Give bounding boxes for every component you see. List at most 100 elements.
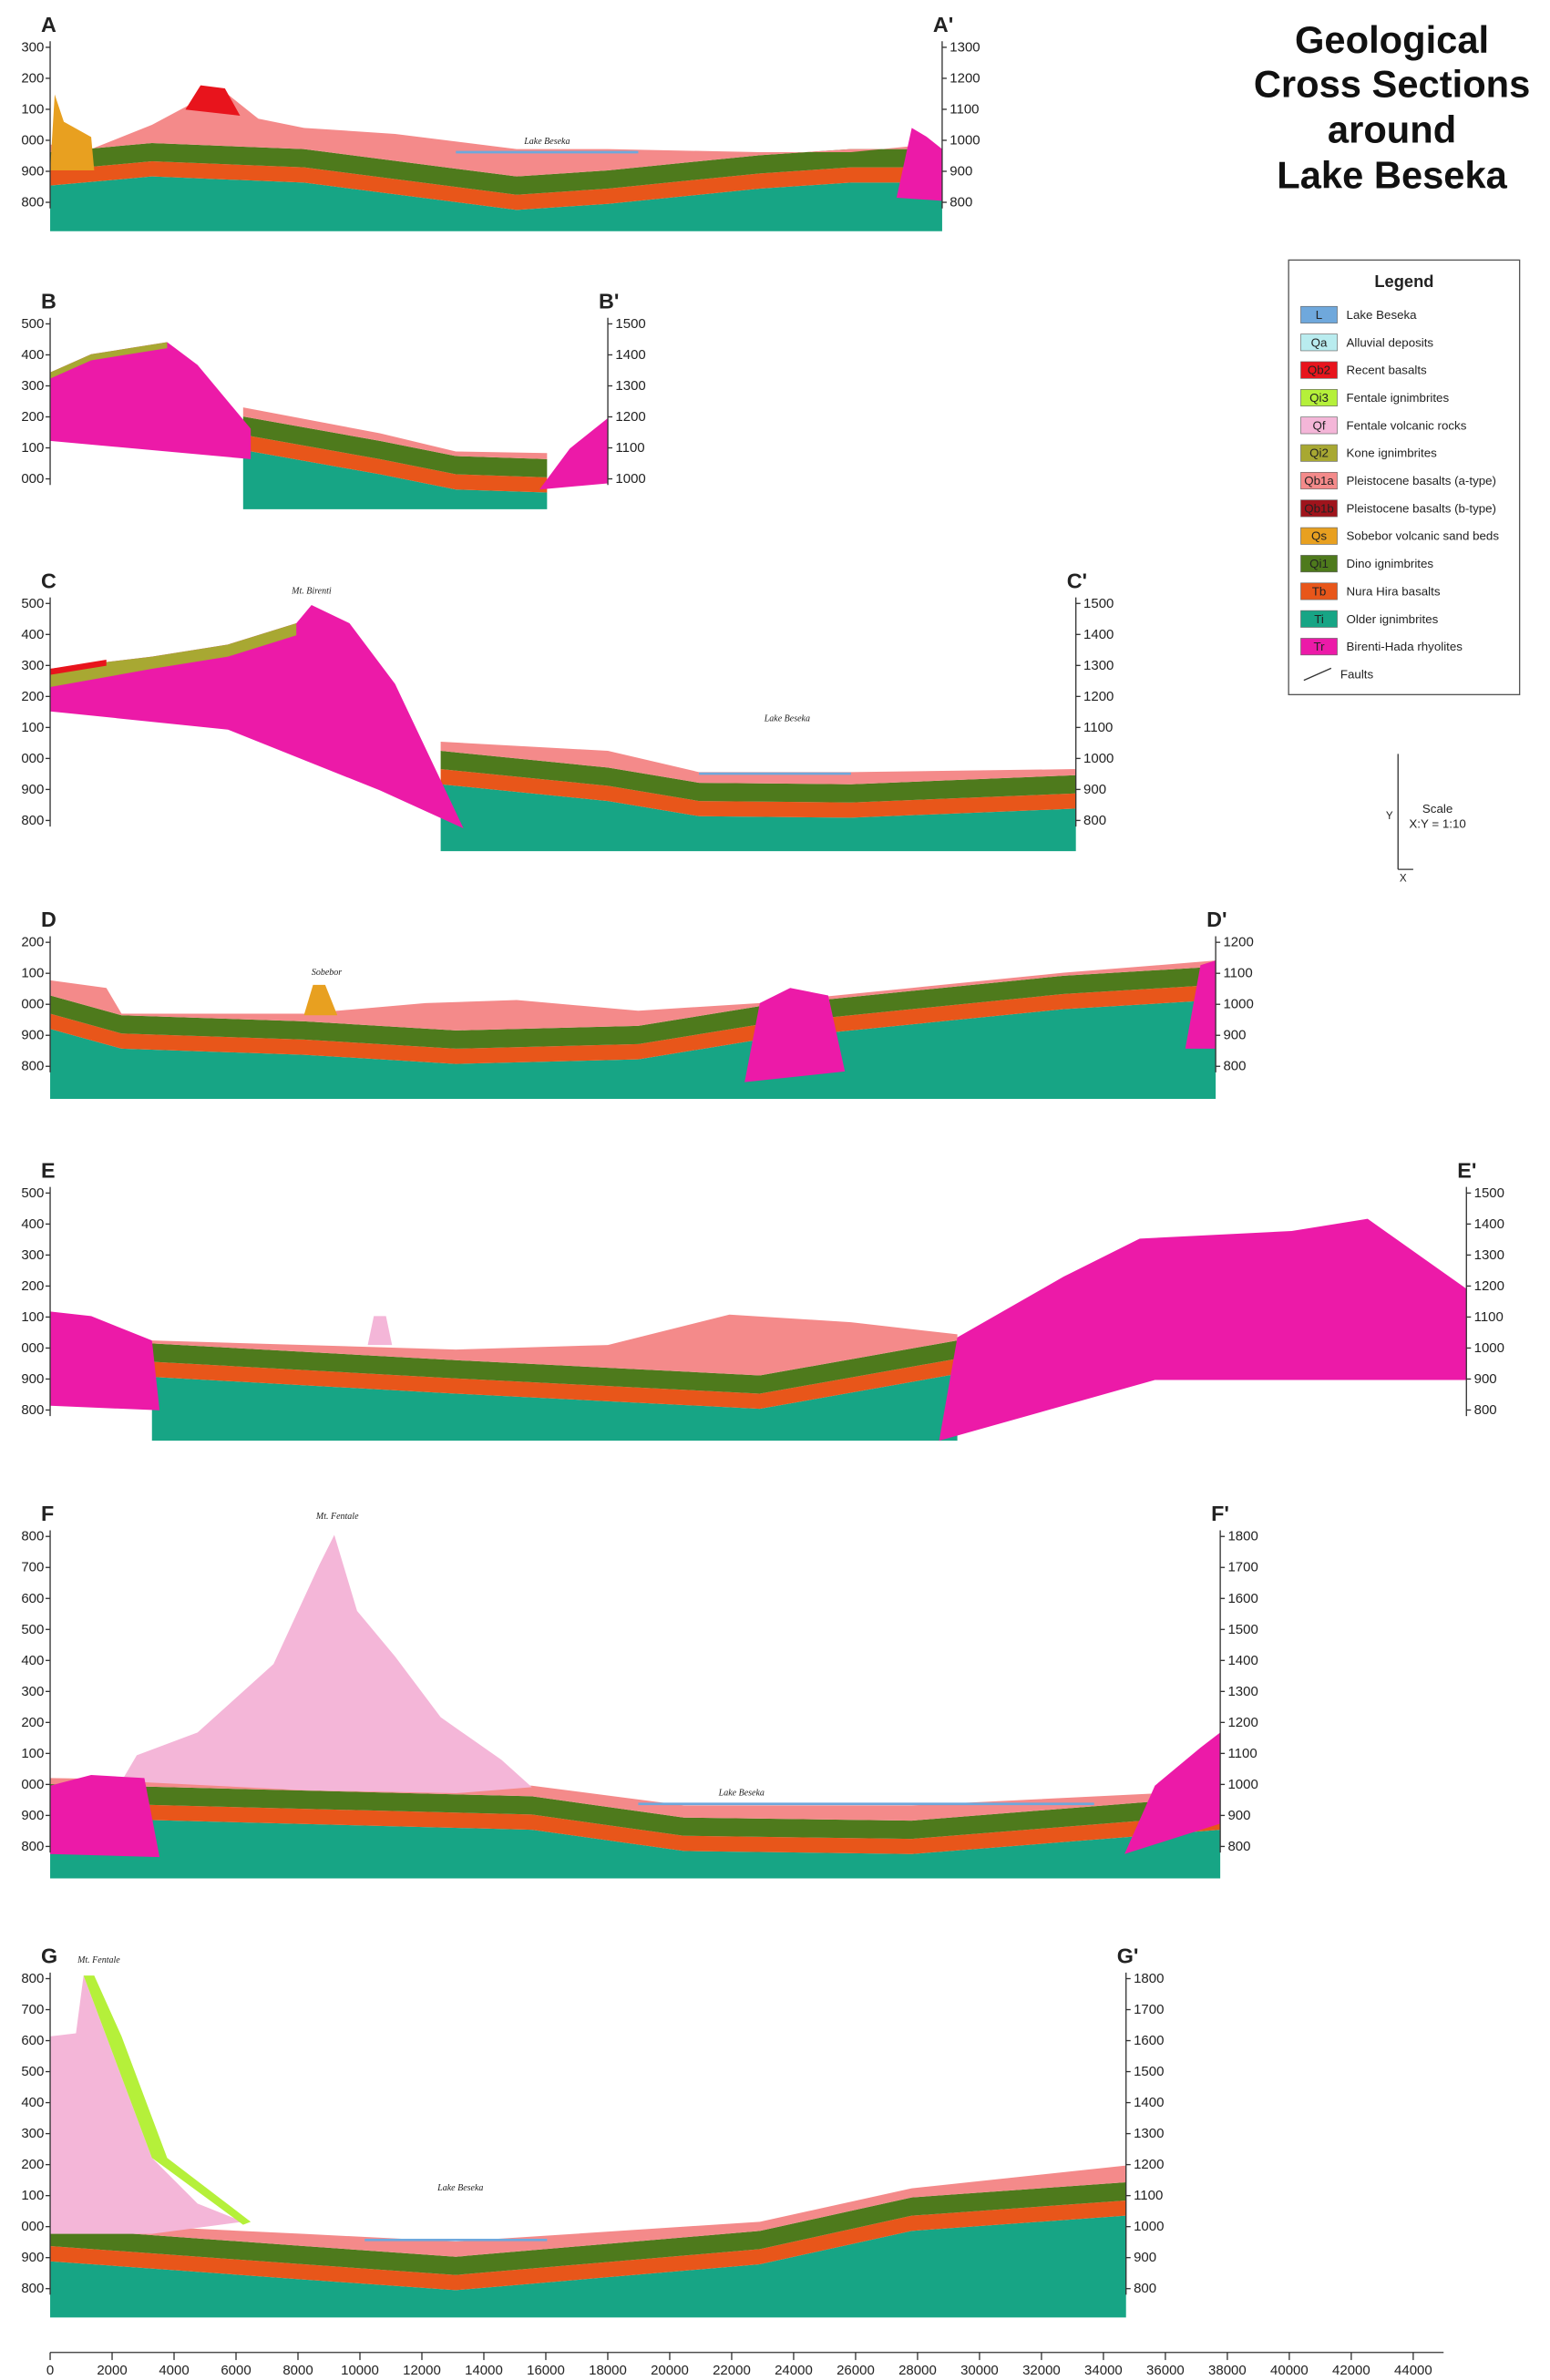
section-start: D	[41, 908, 56, 931]
left-tick-label: 800	[21, 2281, 44, 2296]
unit-Qs	[304, 985, 338, 1015]
left-tick-label: 100	[21, 1746, 44, 1761]
x-tick-label: 32000	[1022, 2363, 1061, 2378]
x-tick-label: 28000	[898, 2363, 937, 2378]
left-tick-label: 900	[21, 1371, 44, 1387]
right-tick-label: 1400	[1227, 1653, 1257, 1668]
left-tick-label: 400	[21, 627, 44, 642]
left-tick-label: 800	[21, 1971, 44, 1986]
right-tick-label: 1400	[1134, 2095, 1164, 2110]
x-tick-label: 34000	[1084, 2363, 1123, 2378]
left-tick-label: 400	[21, 2095, 44, 2110]
left-tick-label: 000	[21, 1777, 44, 1792]
section-end: B'	[599, 289, 619, 313]
right-tick-label: 800	[1227, 1839, 1250, 1854]
unit-Tr	[50, 1311, 159, 1410]
left-tick-label: 100	[21, 1309, 44, 1325]
right-tick-label: 1800	[1134, 1971, 1164, 1986]
legend-label: Fentale volcanic rocks	[1347, 418, 1467, 432]
legend-code: Qb1b	[1304, 501, 1334, 515]
right-tick-label: 1400	[1474, 1216, 1504, 1232]
left-tick-label: 100	[21, 720, 44, 735]
legend-code: Qf	[1312, 418, 1325, 432]
right-tick-label: 1000	[1227, 1777, 1257, 1792]
left-tick-label: 100	[21, 2188, 44, 2203]
left-tick-label: 000	[21, 471, 44, 487]
legend-label: Kone ignimbrites	[1347, 446, 1438, 460]
right-tick-label: 800	[1134, 2281, 1156, 2296]
left-tick-label: 500	[21, 596, 44, 611]
right-tick-label: 1000	[615, 471, 645, 487]
annotation: Sobebor	[312, 968, 342, 978]
scale-y: Y	[1386, 810, 1393, 822]
cross-section: 8007006005004003002001000009008001800170…	[21, 1944, 1164, 2317]
section-end: E'	[1457, 1158, 1476, 1182]
x-tick-label: 16000	[527, 2363, 565, 2378]
x-tick-label: 36000	[1146, 2363, 1185, 2378]
left-tick-label: 500	[21, 1185, 44, 1201]
right-tick-label: 1100	[615, 440, 644, 456]
left-tick-label: 700	[21, 1560, 44, 1575]
left-tick-label: 800	[21, 1402, 44, 1418]
left-tick-label: 600	[21, 2033, 44, 2048]
unit-Qf	[121, 1535, 531, 1794]
unit-Qs	[50, 95, 94, 170]
x-tick-label: 8000	[282, 2363, 313, 2378]
left-tick-label: 000	[21, 2219, 44, 2234]
left-tick-label: 300	[21, 2126, 44, 2141]
section-start: C	[41, 569, 56, 592]
annotation: Lake Beseka	[764, 714, 810, 724]
left-tick-label: 400	[21, 1653, 44, 1668]
left-tick-label: 800	[21, 813, 44, 828]
annotation: Mt. Fentale	[77, 1955, 120, 1965]
legend-label: Nura Hira basalts	[1347, 584, 1441, 598]
right-tick-label: 1600	[1134, 2033, 1164, 2048]
legend-code: Qs	[1311, 529, 1327, 543]
right-tick-label: 900	[1227, 1808, 1250, 1823]
left-tick-label: 300	[21, 39, 44, 55]
section-end: C'	[1067, 569, 1087, 592]
right-tick-label: 900	[1474, 1371, 1497, 1387]
legend-code: Qi2	[1309, 446, 1329, 460]
section-start: A	[41, 13, 56, 36]
right-tick-label: 1500	[1474, 1185, 1504, 1201]
legend-label: Faults	[1340, 668, 1374, 682]
x-tick-label: 2000	[97, 2363, 127, 2378]
right-tick-label: 1500	[1227, 1622, 1257, 1637]
title-line: Geological	[1295, 18, 1489, 61]
right-tick-label: 1700	[1227, 1560, 1257, 1575]
right-tick-label: 1200	[1134, 2157, 1164, 2172]
x-tick-label: 14000	[465, 2363, 503, 2378]
x-tick-label: 24000	[775, 2363, 813, 2378]
legend-label: Fentale ignimbrites	[1347, 391, 1450, 405]
left-tick-label: 900	[21, 1028, 44, 1043]
left-tick-label: 300	[21, 1247, 44, 1263]
left-tick-label: 700	[21, 2002, 44, 2017]
x-tick-label: 6000	[221, 2363, 251, 2378]
left-tick-label: 200	[21, 2157, 44, 2172]
left-tick-label: 200	[21, 409, 44, 425]
right-tick-label: 1100	[1227, 1746, 1257, 1761]
x-tick-label: 0	[46, 2363, 54, 2378]
right-tick-label: 1200	[1474, 1278, 1504, 1294]
left-tick-label: 100	[21, 101, 44, 117]
section-start: G	[41, 1944, 57, 1967]
right-tick-label: 1300	[1134, 2126, 1164, 2141]
right-tick-label: 900	[1223, 1028, 1246, 1043]
left-tick-label: 600	[21, 1591, 44, 1606]
left-tick-label: 000	[21, 997, 44, 1012]
unit-Tr	[939, 1219, 1467, 1441]
legend-title: Legend	[1374, 272, 1433, 291]
legend-code: L	[1316, 308, 1322, 322]
left-tick-label: 500	[21, 2064, 44, 2079]
cross-section: 5004003002001000009008001500140013001200…	[21, 1158, 1504, 1441]
right-tick-label: 1600	[1227, 1591, 1257, 1606]
x-tick-label: 26000	[837, 2363, 875, 2378]
x-tick-label: 42000	[1332, 2363, 1370, 2378]
right-tick-label: 1100	[1083, 720, 1113, 735]
section-start: F	[41, 1502, 54, 1525]
section-start: B	[41, 289, 56, 313]
legend-code: Qb1a	[1304, 474, 1334, 487]
x-tick-label: 4000	[159, 2363, 189, 2378]
right-tick-label: 1100	[1134, 2188, 1163, 2203]
